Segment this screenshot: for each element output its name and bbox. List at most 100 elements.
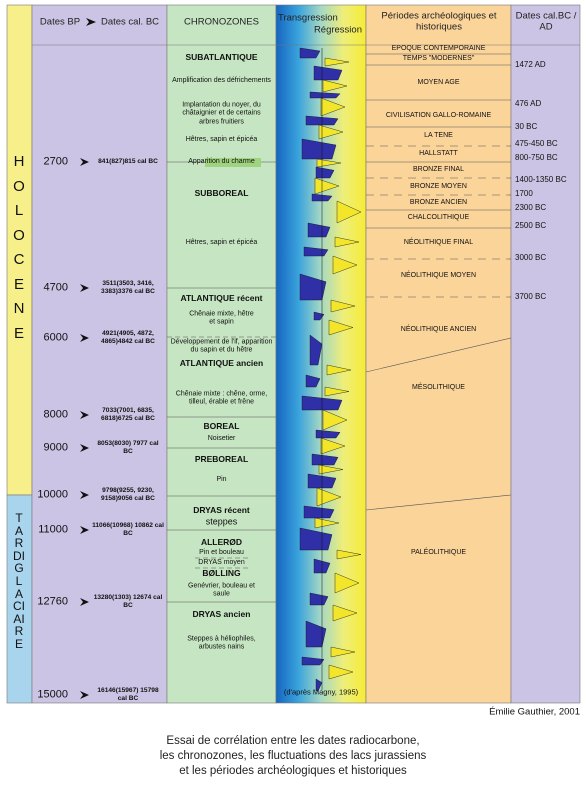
label: 10000	[37, 488, 68, 501]
label: 2500 BC	[515, 221, 547, 231]
shape	[328, 319, 354, 336]
shape	[80, 411, 89, 419]
shape	[320, 97, 346, 117]
tardiglaciaire-band	[6, 494, 33, 704]
label: 475-450 BC	[515, 139, 558, 149]
label: Périodes archéologiques et historiques	[381, 10, 497, 33]
label: 3000 BC	[515, 253, 547, 263]
label: Noisetier	[207, 434, 236, 442]
label: Dates BP	[39, 16, 81, 28]
label: TARDIGLACIAIRE	[13, 511, 25, 651]
shape	[299, 47, 321, 59]
label: BRONZE MOYEN	[410, 182, 467, 190]
label: BRONZE ANCIEN	[409, 198, 468, 206]
label: 7033(7001, 6835, 6818)6725 cal BC	[101, 407, 155, 422]
shape	[334, 572, 360, 594]
label: 12760	[37, 595, 68, 608]
shape	[330, 299, 356, 313]
label: 8053(8030) 7977 cal BC	[97, 440, 159, 455]
label: HALLSTATT	[419, 149, 458, 157]
shape	[314, 517, 340, 529]
label: 841(827)815 cal BC	[98, 158, 158, 166]
label: 1400-1350 BC	[515, 175, 567, 185]
label: (d'après Magny, 1995)	[283, 687, 359, 697]
label: steppes	[205, 516, 238, 527]
label: les chronozones, les fluctuations des la…	[159, 750, 427, 763]
label: 1472 AD	[515, 60, 546, 70]
lake-curve	[299, 47, 362, 692]
label: 2300 BC	[515, 203, 547, 213]
shape	[328, 664, 354, 680]
shape	[307, 222, 331, 238]
shape	[315, 678, 323, 692]
label: 30 BC	[515, 122, 538, 132]
label: 4700	[43, 281, 68, 294]
shape	[309, 334, 323, 366]
label: MÉSOLITHIQUE	[412, 383, 465, 391]
shape	[324, 386, 350, 397]
shape	[80, 691, 89, 699]
label: ATLANTIQUE récent	[180, 292, 263, 303]
label: LA TENE	[424, 131, 453, 139]
label: Hêtres, sapin et épicéa	[185, 135, 258, 143]
label: DRYAS ancien	[192, 608, 251, 619]
shape	[318, 124, 344, 140]
label: et les périodes archéologiques et histor…	[179, 765, 407, 778]
shape	[313, 65, 343, 81]
label: PALÉOLITHIQUE	[410, 548, 467, 556]
shape	[313, 311, 325, 321]
shape	[322, 409, 348, 431]
label: HOLOCENE	[13, 153, 25, 342]
label: Essai de corrélation entre les dates rad…	[166, 735, 420, 748]
label: BOREAL	[203, 420, 240, 431]
label: Développement de l'if, apparition du sap…	[170, 338, 273, 354]
label: 8000	[43, 408, 68, 421]
shape	[80, 284, 89, 292]
shape	[309, 91, 341, 99]
label: Genévrier, bouleau et saule	[188, 582, 255, 598]
label: 15000	[37, 688, 68, 701]
shape	[322, 79, 348, 93]
shape	[330, 646, 356, 658]
separators	[167, 53, 512, 603]
shape	[320, 437, 346, 455]
rule	[365, 494, 512, 511]
label: 6000	[43, 331, 68, 344]
label: 3700 BC	[515, 292, 547, 302]
label: 4921(4905, 4872, 4865)4842 cal BC	[101, 330, 155, 345]
chronozone-column	[166, 4, 277, 704]
shape	[80, 598, 89, 606]
label: DRYAS moyen	[198, 558, 245, 566]
shape	[332, 255, 358, 275]
label: SUBATLANTIQUE	[185, 51, 258, 62]
shape	[315, 166, 335, 179]
shape	[326, 364, 352, 376]
label: MOYEN AGE	[417, 78, 460, 86]
label: CHRONOZONES	[184, 16, 259, 28]
label: 3511(3503, 3416, 3383)3376 cal BC	[101, 280, 155, 295]
label: Hêtres, sapin et épicéa	[185, 238, 258, 246]
label: NÉOLITHIQUE FINAL	[403, 238, 474, 246]
label: 13280(1303) 12674 cal BC	[93, 594, 163, 609]
shape	[301, 138, 337, 160]
label: PREBOREAL	[194, 453, 249, 464]
label: Implantation du noyer, du châtaignier et…	[182, 101, 261, 126]
shape	[80, 334, 89, 342]
shape	[303, 505, 335, 519]
shape	[80, 444, 89, 452]
label: BRONZE FINAL	[413, 165, 464, 173]
label: DRYAS récent	[193, 504, 250, 515]
label: 476 AD	[515, 99, 542, 109]
label: Pin	[216, 475, 227, 483]
shape	[316, 158, 342, 168]
highlight	[205, 158, 261, 167]
label: 11066(10968) 10862 cal BC	[92, 522, 164, 537]
shape	[305, 374, 321, 388]
shape	[299, 527, 333, 551]
label: Steppes à héliophiles, arbustes nains	[187, 635, 256, 651]
shape	[334, 236, 360, 248]
shape	[336, 200, 362, 224]
label: Apparition du charme	[188, 157, 255, 165]
label: CHALCOLITHIQUE	[407, 213, 470, 221]
